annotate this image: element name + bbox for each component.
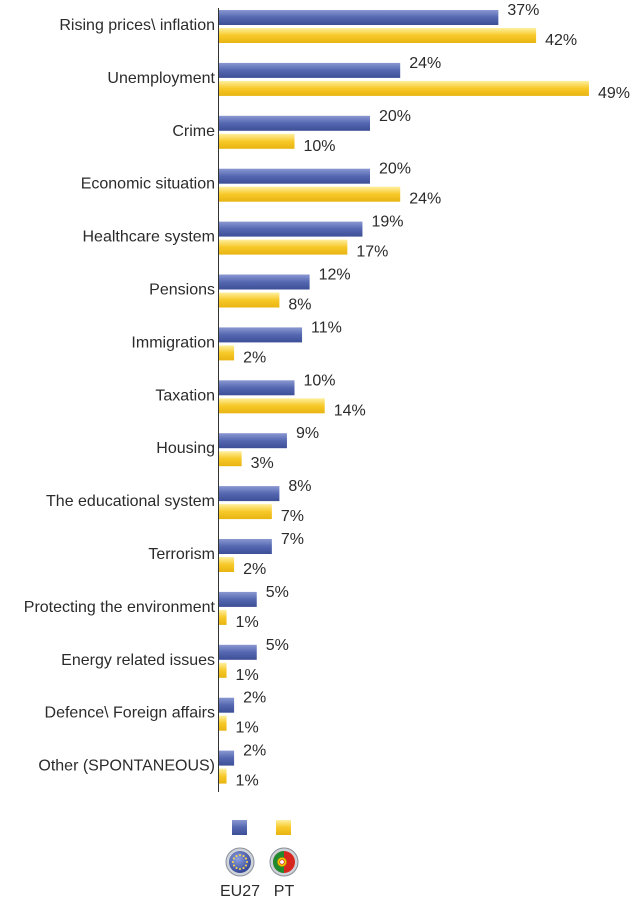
bar-eu27 [219, 10, 499, 25]
bar-pt [219, 557, 235, 572]
category-label: Unemployment [107, 70, 215, 87]
value-label-eu27: 24% [409, 55, 441, 72]
value-label-eu27: 11% [311, 319, 342, 336]
value-label-pt: 1% [236, 773, 259, 790]
legend: EU27 PT [220, 820, 299, 900]
value-label-eu27: 5% [266, 584, 289, 601]
category-label: Housing [156, 440, 215, 457]
value-label-pt: 2% [243, 349, 266, 366]
bar-pt [219, 662, 227, 678]
bar-eu27 [219, 486, 280, 502]
bar-pt [219, 28, 537, 43]
category-label: Healthcare system [83, 229, 216, 246]
bar-eu27 [219, 274, 310, 290]
value-label-eu27: 10% [304, 372, 336, 389]
value-label-eu27: 5% [266, 637, 289, 654]
bar-pt [219, 133, 295, 149]
bar-eu27 [219, 380, 295, 396]
value-label-eu27: 2% [243, 743, 266, 760]
bar-eu27 [219, 539, 272, 554]
category-label: Economic situation [81, 176, 215, 193]
category-label: Pensions [149, 282, 215, 299]
value-label-pt: 24% [409, 191, 441, 208]
legend-swatch-eu27 [232, 820, 247, 835]
value-label-pt: 1% [236, 614, 259, 631]
value-label-pt: 49% [598, 85, 630, 102]
category-label: Rising prices\ inflation [59, 17, 215, 34]
legend-swatch-pt [276, 820, 291, 835]
value-label-pt: 17% [356, 244, 388, 261]
legend-label-pt: PT [274, 883, 295, 900]
labels-layer: Rising prices\ inflation 37% 42% Unemployme… [24, 2, 630, 790]
legend-label-eu27: EU27 [220, 883, 260, 900]
category-label: Crime [172, 123, 215, 140]
bar-pt [219, 504, 272, 520]
bar-pt [219, 715, 227, 731]
bar-eu27 [219, 327, 303, 343]
bar-eu27 [219, 697, 235, 713]
bar-pt [219, 80, 589, 96]
value-label-pt: 1% [236, 720, 259, 737]
category-label: Defence\ Foreign affairs [45, 705, 215, 722]
bar-eu27 [219, 62, 401, 78]
category-label: Terrorism [148, 546, 215, 563]
bar-pt [219, 345, 235, 361]
bar-eu27 [219, 433, 287, 449]
bar-eu27 [219, 750, 235, 766]
value-label-eu27: 9% [296, 425, 319, 442]
bar-pt [219, 451, 242, 467]
bar-pt [219, 768, 227, 784]
value-label-pt: 42% [545, 32, 577, 49]
value-label-pt: 7% [281, 508, 304, 525]
portugal-flag-icon [269, 847, 299, 877]
value-label-pt: 8% [288, 297, 311, 314]
value-label-eu27: 19% [371, 214, 403, 231]
bars-layer [219, 10, 589, 784]
bar-pt [219, 398, 325, 414]
eu-flag-icon [225, 847, 255, 877]
bar-eu27 [219, 591, 257, 607]
bar-pt [219, 292, 280, 308]
value-label-eu27: 7% [281, 531, 304, 548]
bar-eu27 [219, 168, 370, 184]
category-label: The educational system [46, 493, 215, 510]
value-label-eu27: 8% [288, 478, 311, 495]
value-label-eu27: 2% [243, 690, 266, 707]
category-label: Taxation [155, 387, 215, 404]
bar-eu27 [219, 115, 370, 131]
bar-eu27 [219, 221, 363, 237]
value-label-eu27: 20% [379, 108, 411, 125]
value-label-pt: 2% [243, 561, 266, 578]
category-label: Immigration [131, 334, 215, 351]
value-label-pt: 14% [334, 402, 366, 419]
value-label-eu27: 37% [507, 2, 539, 19]
category-label: Energy related issues [61, 652, 215, 669]
value-label-pt: 3% [251, 455, 274, 472]
value-label-pt: 10% [304, 138, 336, 155]
category-label: Other (SPONTANEOUS) [38, 758, 215, 775]
value-label-eu27: 20% [379, 161, 411, 178]
value-label-eu27: 12% [319, 267, 351, 284]
value-label-pt: 1% [236, 667, 259, 684]
bar-pt [219, 186, 401, 202]
category-label: Protecting the environment [24, 599, 216, 616]
bar-pt [219, 239, 348, 255]
bar-pt [219, 609, 227, 625]
bar-eu27 [219, 644, 257, 660]
